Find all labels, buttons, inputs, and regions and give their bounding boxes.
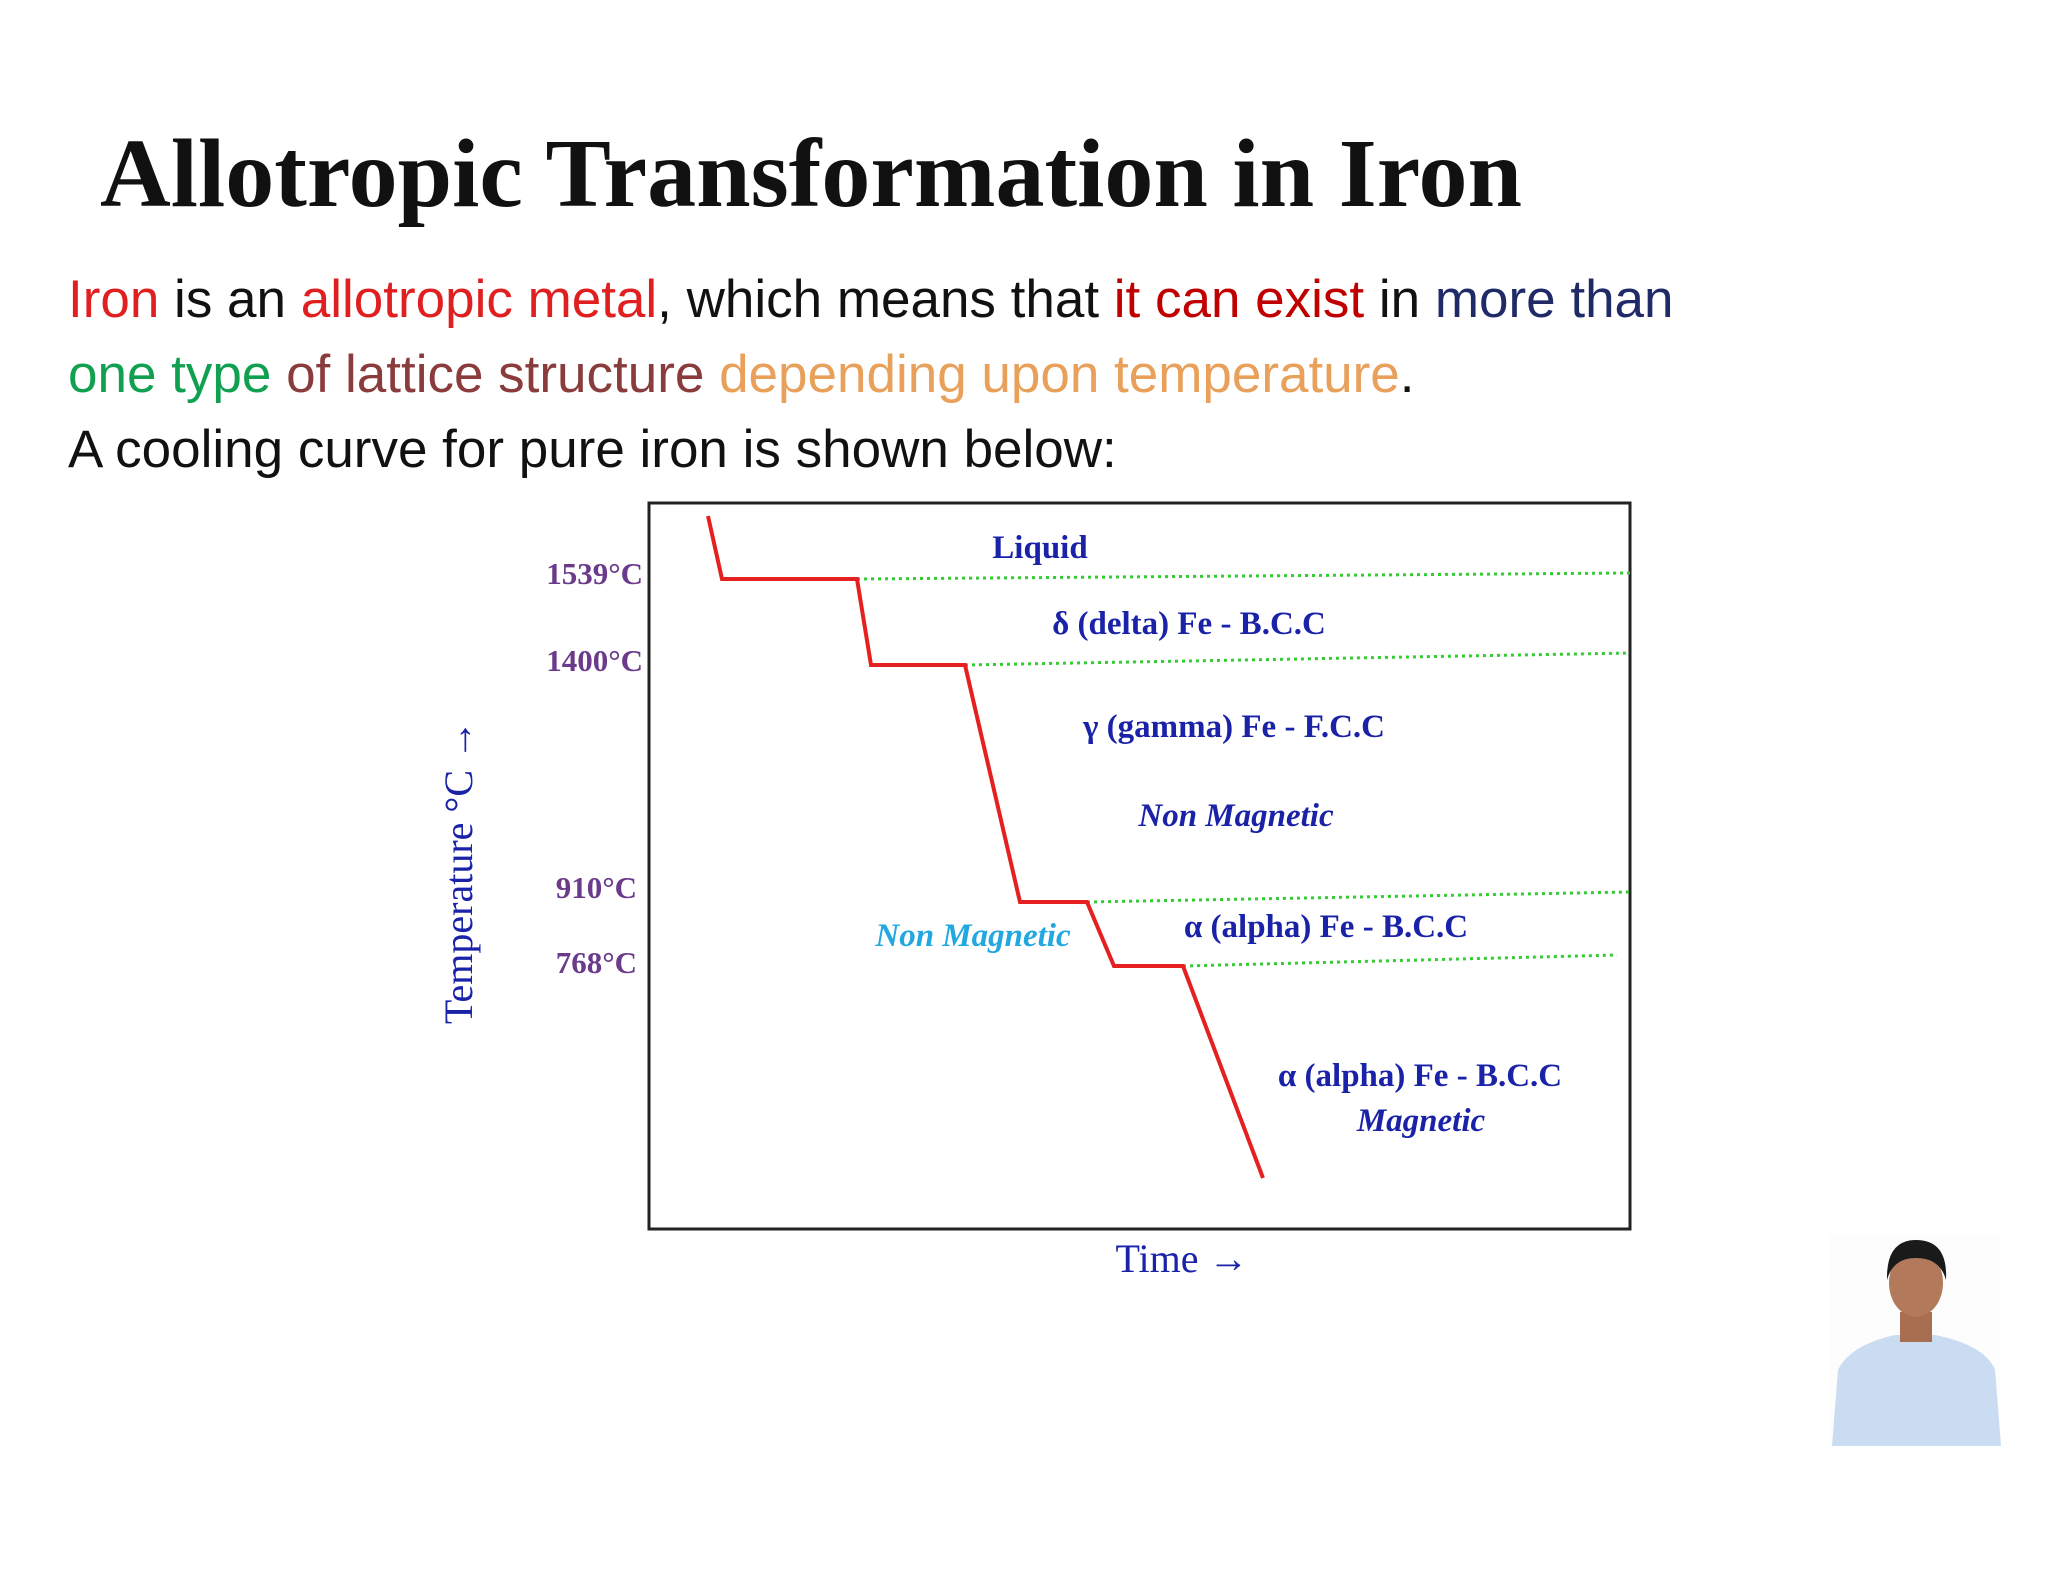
phase-label: α (alpha) Fe - B.C.C [1278,1058,1562,1094]
intro-line: A cooling curve for pure iron is shown b… [68,412,1674,487]
text-segment: A cooling curve for pure iron is shown b… [68,420,1117,479]
cooling-curve [706,515,1265,1179]
boundary-line [856,571,1631,581]
phase-label: Liquid [992,530,1087,566]
y-axis-label: Temperature °C → [436,720,481,1024]
temperature-label: 910°C [556,870,637,905]
phase-label: γ (gamma) Fe - F.C.C [1082,709,1385,745]
presenter-photo [1830,1234,2001,1446]
text-segment: . [1399,345,1415,404]
text-segment: it can exist [1113,270,1365,329]
temperature-label: 768°C [556,945,637,980]
phase-label: α (alpha) Fe - B.C.C [1184,909,1468,945]
intro-line: one type of lattice structure depending … [68,337,1674,412]
text-segment: more than [1434,270,1674,329]
text-segment: is an [159,270,301,329]
text-segment: allotropic metal [300,270,658,329]
temperature-label: 1539°C [546,556,643,591]
boundary-line [1182,953,1618,968]
photo-shirt [1832,1335,2001,1446]
phase-label: δ (delta) Fe - B.C.C [1052,606,1326,642]
intro-text: Iron is an allotropic metal, which means… [68,262,1674,487]
text-segment: of lattice structure [271,345,705,404]
intro-line: Iron is an allotropic metal, which means… [68,262,1674,337]
diagram-frame [647,501,1632,1231]
text-segment: one type [68,345,272,404]
phase-note: Non Magnetic [1137,798,1334,834]
photo-hair [1886,1240,1947,1280]
text-segment: depending upon temperature [704,345,1400,404]
boundary-line [964,651,1631,667]
text-segment: in [1364,270,1435,329]
photo-face [1889,1249,1943,1317]
phase-note: Non Magnetic [874,918,1071,954]
text-segment: , which means that [657,270,1114,329]
x-axis-label: Time → [1115,1236,1248,1281]
phase-note: Magnetic [1356,1103,1486,1139]
slide-title: Allotropic Transformation in Iron [100,120,1523,228]
phase-boundaries [856,571,1631,968]
text-segment: Iron [68,270,160,329]
temperature-label: 1400°C [546,643,643,678]
